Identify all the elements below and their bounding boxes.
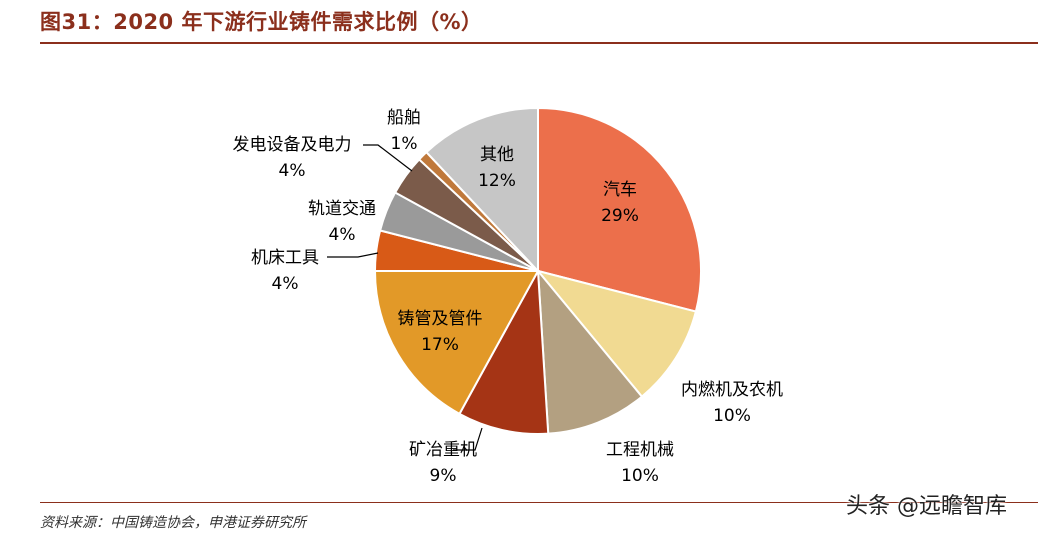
- pie-slice: [535, 269, 698, 398]
- title-underline: [40, 42, 1038, 44]
- slice-value-label: 4%: [272, 274, 299, 294]
- slice-name-label: 机床工具: [251, 248, 319, 268]
- pie-slice: [373, 270, 540, 416]
- source-note: 资料来源：中国铸造协会，申港证券研究所: [40, 515, 306, 531]
- watermark: 头条 @远瞻智库: [846, 494, 1007, 519]
- slice-value-label: 9%: [430, 466, 457, 486]
- slice-name-label: 轨道交通: [308, 199, 376, 219]
- leader-line: [363, 144, 413, 172]
- leader-line: [453, 427, 483, 451]
- pie-slice: [458, 267, 550, 436]
- slice-value-label: 4%: [329, 225, 356, 245]
- slice-value-label: 4%: [279, 161, 306, 181]
- chart-title: 图31：2020 年下游行业铸件需求比例（%）: [40, 10, 483, 34]
- slice-name-label: 矿冶重机: [409, 440, 477, 460]
- slice-name-label: 汽车: [603, 180, 637, 200]
- slice-name-label: 船舶: [387, 108, 421, 128]
- pie-slice: [425, 106, 539, 274]
- slice-value-label: 17%: [421, 335, 459, 355]
- slice-value-label: 10%: [713, 406, 751, 426]
- slice-value-label: 29%: [601, 206, 639, 226]
- slice-name-label: 内燃机及农机: [681, 380, 783, 400]
- footer-rule: [40, 502, 1038, 503]
- slice-name-label: 其他: [480, 145, 514, 165]
- slice-name-label: 工程机械: [606, 440, 674, 460]
- slice-value-label: 1%: [391, 134, 418, 154]
- slice-name-label: 发电设备及电力: [233, 135, 352, 155]
- slice-value-label: 12%: [478, 171, 516, 191]
- pie-slice: [536, 267, 644, 435]
- slice-value-label: 10%: [621, 466, 659, 486]
- slice-name-label: 铸管及管件: [398, 309, 483, 329]
- leader-line: [327, 252, 379, 258]
- pie-slice: [537, 106, 702, 313]
